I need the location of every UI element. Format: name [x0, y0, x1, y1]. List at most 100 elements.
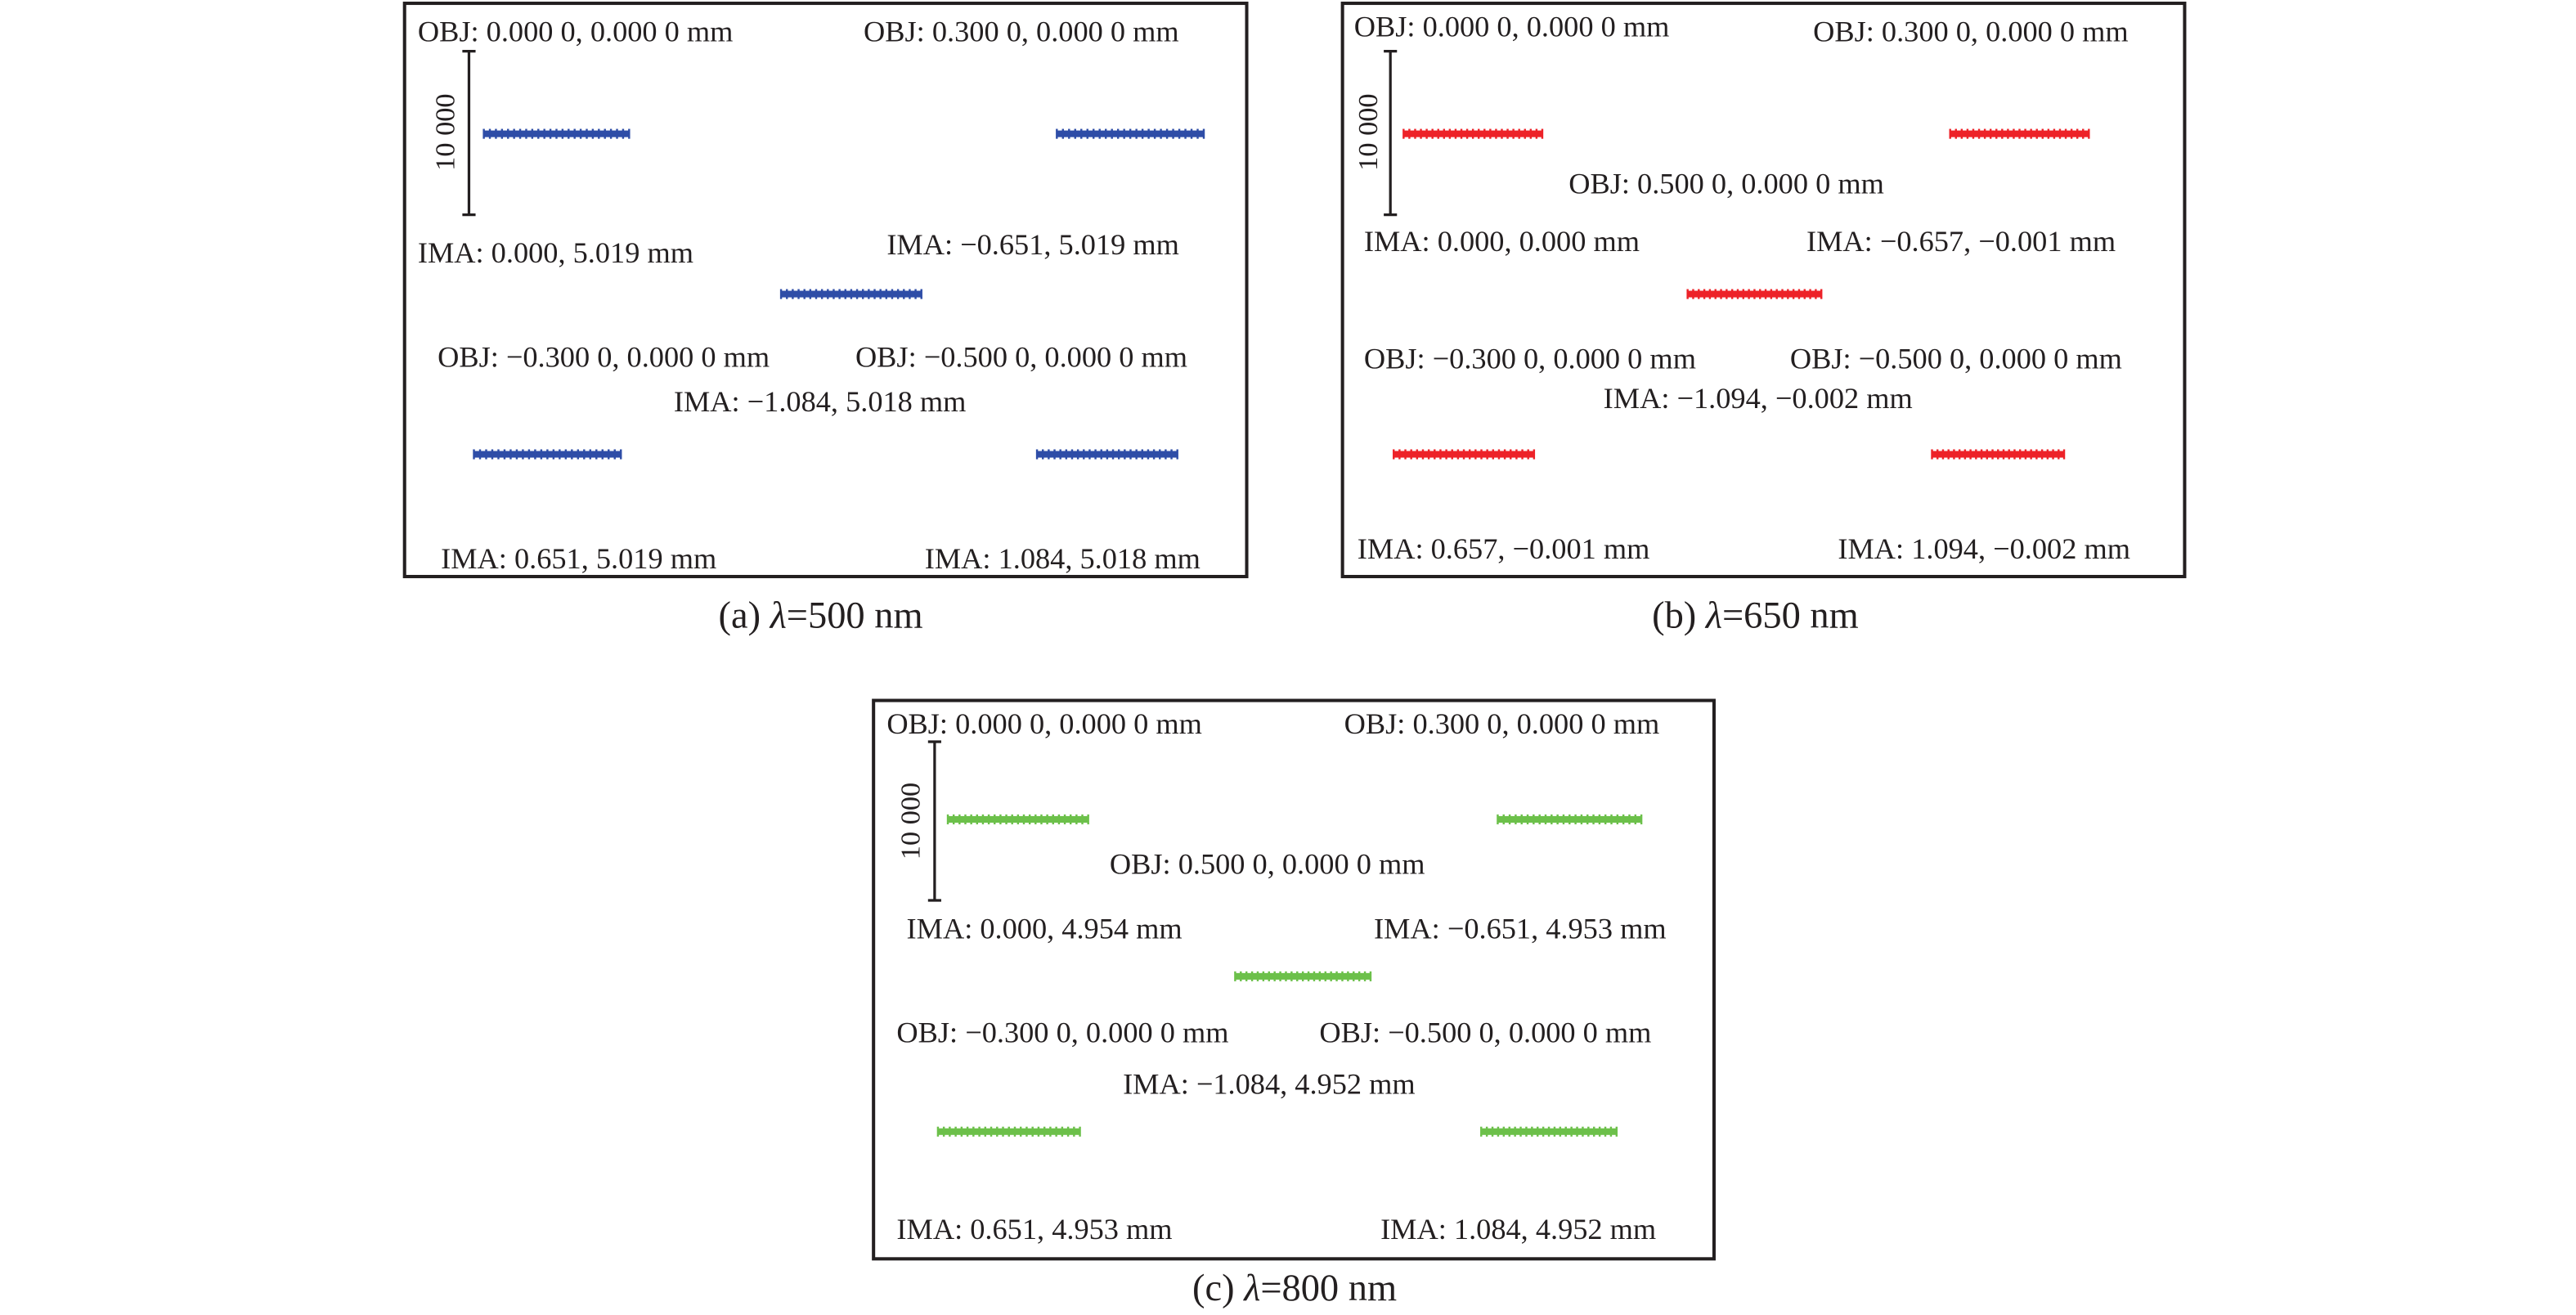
ray-marker: [1609, 1126, 1613, 1137]
obj-label: OBJ: 0.300 0, 0.000 0 mm: [1344, 707, 1660, 740]
ray-marker: [1135, 449, 1138, 460]
ray-marker: [1991, 449, 1994, 460]
ray-marker: [1369, 971, 1372, 981]
ray-marker: [815, 289, 818, 299]
panel-caption: (b) λ=650 nm: [1652, 595, 1859, 637]
ray-marker: [1048, 449, 1050, 460]
ray-marker: [1485, 1126, 1488, 1137]
spot-0: [1402, 128, 1544, 139]
ray-marker: [2082, 128, 2085, 139]
ray-marker: [1358, 971, 1361, 981]
ray-marker: [1480, 1126, 1483, 1137]
ray-marker: [1736, 289, 1739, 299]
ray-marker: [1486, 449, 1488, 460]
panel-b: 10 000 OBJ: 0.000 0, 0.000 0 mm OBJ: 0.3…: [1340, 2, 2187, 637]
ray-marker: [1580, 814, 1583, 825]
ray-marker: [546, 449, 549, 460]
ray-marker: [1178, 128, 1181, 139]
ray-marker: [601, 449, 604, 460]
ray-marker: [2007, 128, 2009, 139]
ray-marker: [628, 128, 631, 139]
ray-marker: [1080, 128, 1083, 139]
ray-marker: [868, 289, 870, 299]
ray-marker: [1759, 289, 1761, 299]
ray-marker: [879, 289, 882, 299]
ray-marker: [1250, 971, 1254, 981]
ray-marker: [1290, 971, 1293, 981]
ray-marker: [1279, 971, 1281, 981]
ray-marker: [1478, 128, 1480, 139]
ray-marker: [495, 128, 497, 139]
ray-marker: [1995, 128, 1998, 139]
ray-marker: [1501, 128, 1503, 139]
ray-marker: [1568, 814, 1571, 825]
ray-marker: [1454, 128, 1457, 139]
spot-2: [1686, 289, 1823, 299]
ray-marker: [1068, 128, 1070, 139]
ray-marker: [1515, 449, 1518, 460]
ray-marker: [609, 128, 613, 139]
ray-marker: [482, 128, 485, 139]
ray-marker: [1135, 128, 1138, 139]
ray-marker: [1147, 128, 1150, 139]
ray-marker: [1427, 449, 1430, 460]
ray-marker: [1061, 128, 1065, 139]
ray-marker: [1040, 814, 1043, 825]
center-ima-label: IMA: −1.084, 4.952 mm: [1123, 1067, 1416, 1100]
ray-marker: [1402, 128, 1405, 139]
ray-marker: [1034, 814, 1037, 825]
ray-marker: [2053, 128, 2056, 139]
obj-label: OBJ: 0.000 0, 0.000 0 mm: [418, 15, 734, 47]
center-ima-label: IMA: −1.094, −0.002 mm: [1604, 382, 1913, 415]
ray-marker: [1408, 128, 1411, 139]
ray-marker: [1404, 449, 1407, 460]
ray-marker: [779, 289, 783, 299]
ray-marker: [1437, 128, 1439, 139]
ray-marker: [1414, 128, 1416, 139]
ray-marker: [1341, 971, 1344, 981]
ray-marker: [1172, 128, 1174, 139]
ray-marker: [1726, 289, 1728, 299]
ray-marker: [1398, 449, 1401, 460]
ray-marker: [1562, 814, 1565, 825]
obj-label: OBJ: 0.300 0, 0.000 0 mm: [1813, 15, 2129, 47]
ray-marker: [1170, 449, 1173, 460]
ray-marker: [591, 128, 595, 139]
ray-marker: [1564, 1126, 1567, 1137]
ray-marker: [1483, 128, 1486, 139]
ray-marker: [909, 289, 911, 299]
ray-marker: [1574, 814, 1577, 825]
ray-marker: [1073, 1126, 1075, 1137]
ray-marker: [1159, 449, 1161, 460]
ray-marker: [1775, 289, 1778, 299]
ray-marker: [1083, 449, 1085, 460]
panel-caption: (c) λ=800 nm: [1192, 1268, 1397, 1309]
ray-marker: [1958, 449, 1961, 460]
ray-marker: [1094, 449, 1097, 460]
ray-marker: [2018, 449, 2022, 460]
ray-marker: [1931, 449, 1933, 460]
ray-marker: [1141, 449, 1144, 460]
ray-marker: [2058, 128, 2062, 139]
ray-marker: [571, 449, 573, 460]
ray-marker: [1240, 971, 1242, 981]
ray-marker: [537, 128, 540, 139]
ray-marker: [914, 289, 917, 299]
ray-marker: [1025, 1126, 1028, 1137]
ray-marker: [786, 289, 788, 299]
ray-marker: [2024, 449, 2027, 460]
spot-1: [1949, 128, 2090, 139]
ray-marker: [2041, 128, 2044, 139]
ray-marker: [2062, 449, 2066, 460]
ima-label: IMA: 1.094, −0.002 mm: [1838, 532, 2130, 565]
ray-marker: [1129, 449, 1132, 460]
ray-marker: [1176, 449, 1178, 460]
ray-marker: [1615, 1126, 1618, 1137]
ray-marker: [478, 449, 482, 460]
ray-marker: [1781, 289, 1784, 299]
ray-marker: [1318, 971, 1322, 981]
ray-marker: [1196, 128, 1199, 139]
ray-marker: [946, 814, 949, 825]
ray-marker: [792, 289, 794, 299]
